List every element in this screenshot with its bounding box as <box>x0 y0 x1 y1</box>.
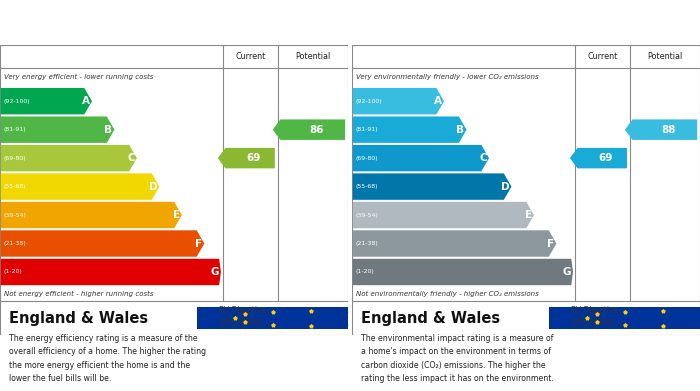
Text: The energy efficiency rating is a measure of the
overall efficiency of a home. T: The energy efficiency rating is a measur… <box>8 334 206 384</box>
Polygon shape <box>1 88 92 115</box>
Polygon shape <box>218 148 275 169</box>
Text: G: G <box>210 267 219 277</box>
Text: Current: Current <box>235 52 265 61</box>
Text: EU Directive
2002/91/EC: EU Directive 2002/91/EC <box>219 306 266 327</box>
Polygon shape <box>1 173 160 200</box>
Text: 69: 69 <box>246 153 261 163</box>
Text: 88: 88 <box>661 125 676 135</box>
Polygon shape <box>273 119 345 140</box>
Text: E: E <box>525 210 532 220</box>
Text: A: A <box>82 96 90 106</box>
Text: (92-100): (92-100) <box>4 99 30 104</box>
Text: G: G <box>562 267 571 277</box>
Text: E: E <box>173 210 180 220</box>
Polygon shape <box>353 202 534 228</box>
Text: B: B <box>104 125 112 135</box>
Text: C: C <box>127 153 135 163</box>
Text: (21-38): (21-38) <box>4 241 26 246</box>
Polygon shape <box>353 117 466 143</box>
Text: C: C <box>480 153 487 163</box>
Text: A: A <box>434 96 442 106</box>
Text: Very energy efficient - lower running costs: Very energy efficient - lower running co… <box>4 74 153 80</box>
Text: Not environmentally friendly - higher CO₂ emissions: Not environmentally friendly - higher CO… <box>356 291 539 297</box>
Text: Current: Current <box>587 52 617 61</box>
Text: F: F <box>195 239 202 249</box>
Text: D: D <box>148 181 158 192</box>
Text: (55-68): (55-68) <box>356 184 378 189</box>
Polygon shape <box>1 230 204 257</box>
Bar <box>197 307 426 329</box>
Polygon shape <box>570 148 627 169</box>
Text: Potential: Potential <box>648 52 682 61</box>
Text: 86: 86 <box>309 125 323 135</box>
Text: Potential: Potential <box>295 52 330 61</box>
Polygon shape <box>353 259 573 285</box>
Text: (39-54): (39-54) <box>4 213 27 217</box>
Text: (55-68): (55-68) <box>4 184 26 189</box>
Text: England & Wales: England & Wales <box>360 310 500 326</box>
Bar <box>549 307 700 329</box>
Text: (92-100): (92-100) <box>356 99 382 104</box>
Polygon shape <box>353 173 512 200</box>
Text: Environmental Impact (CO₂) Rating: Environmental Impact (CO₂) Rating <box>360 16 607 29</box>
Text: Energy Efficiency Rating: Energy Efficiency Rating <box>8 16 181 29</box>
Text: EU Directive
2002/91/EC: EU Directive 2002/91/EC <box>571 306 618 327</box>
Text: England & Wales: England & Wales <box>8 310 148 326</box>
Polygon shape <box>353 145 489 171</box>
Polygon shape <box>353 88 444 115</box>
Polygon shape <box>1 145 137 171</box>
Polygon shape <box>1 259 221 285</box>
Text: (69-80): (69-80) <box>4 156 26 161</box>
Text: 69: 69 <box>598 153 613 163</box>
Text: (69-80): (69-80) <box>356 156 378 161</box>
Text: (81-91): (81-91) <box>4 127 26 132</box>
Text: Very environmentally friendly - lower CO₂ emissions: Very environmentally friendly - lower CO… <box>356 74 539 80</box>
Polygon shape <box>1 202 182 228</box>
Text: (39-54): (39-54) <box>356 213 379 217</box>
Text: D: D <box>500 181 510 192</box>
Text: (81-91): (81-91) <box>356 127 378 132</box>
Polygon shape <box>1 117 114 143</box>
Text: (1-20): (1-20) <box>356 269 375 274</box>
Text: Not energy efficient - higher running costs: Not energy efficient - higher running co… <box>4 291 154 297</box>
Text: F: F <box>547 239 554 249</box>
Text: (1-20): (1-20) <box>4 269 22 274</box>
Text: B: B <box>456 125 464 135</box>
Text: The environmental impact rating is a measure of
a home's impact on the environme: The environmental impact rating is a mea… <box>360 334 554 384</box>
Text: (21-38): (21-38) <box>356 241 378 246</box>
Polygon shape <box>353 230 556 257</box>
Polygon shape <box>625 119 697 140</box>
